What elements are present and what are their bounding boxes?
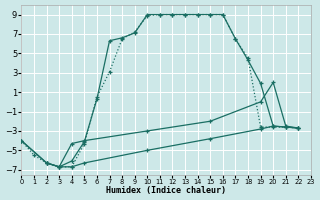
- X-axis label: Humidex (Indice chaleur): Humidex (Indice chaleur): [106, 186, 226, 195]
